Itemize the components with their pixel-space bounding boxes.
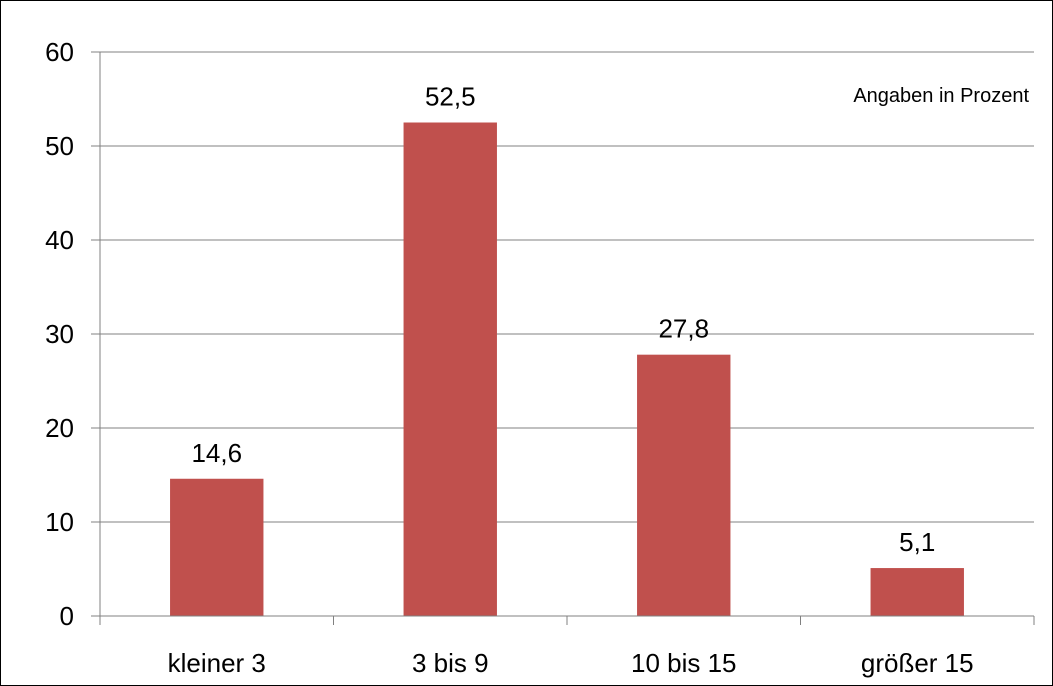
y-tick-label-60: 60 [45,37,74,67]
y-tick-label-50: 50 [45,131,74,161]
y-tick-label-20: 20 [45,413,74,443]
x-category-label-3: 10 bis 15 [631,648,737,678]
x-category-label-2: 3 bis 9 [412,648,489,678]
bar-1 [170,478,264,616]
y-tick-label-10: 10 [45,507,74,537]
unit-annotation: Angaben in Prozent [853,85,1029,107]
data-label-1: 14,6 [191,438,242,468]
bar-3 [637,354,731,616]
gridlines [100,51,1034,523]
data-label-2: 52,5 [425,82,476,112]
bar-4 [870,568,964,616]
x-category-label-1: kleiner 3 [168,648,266,678]
y-tick-label-40: 40 [45,225,74,255]
bar-2 [403,122,497,616]
data-label-3: 27,8 [658,314,709,344]
data-label-4: 5,1 [899,527,935,557]
labels: 14,6 kleiner 3 52,5 3 bis 9 27,8 10 bis 15 5,1… [168,82,974,679]
y-tick-label-0: 0 [60,601,74,631]
bars [170,122,964,616]
y-tick-label-30: 30 [45,319,74,349]
axes: 0 10 20 30 40 50 60 [45,37,1035,631]
x-category-label-4: größer 15 [861,648,974,678]
